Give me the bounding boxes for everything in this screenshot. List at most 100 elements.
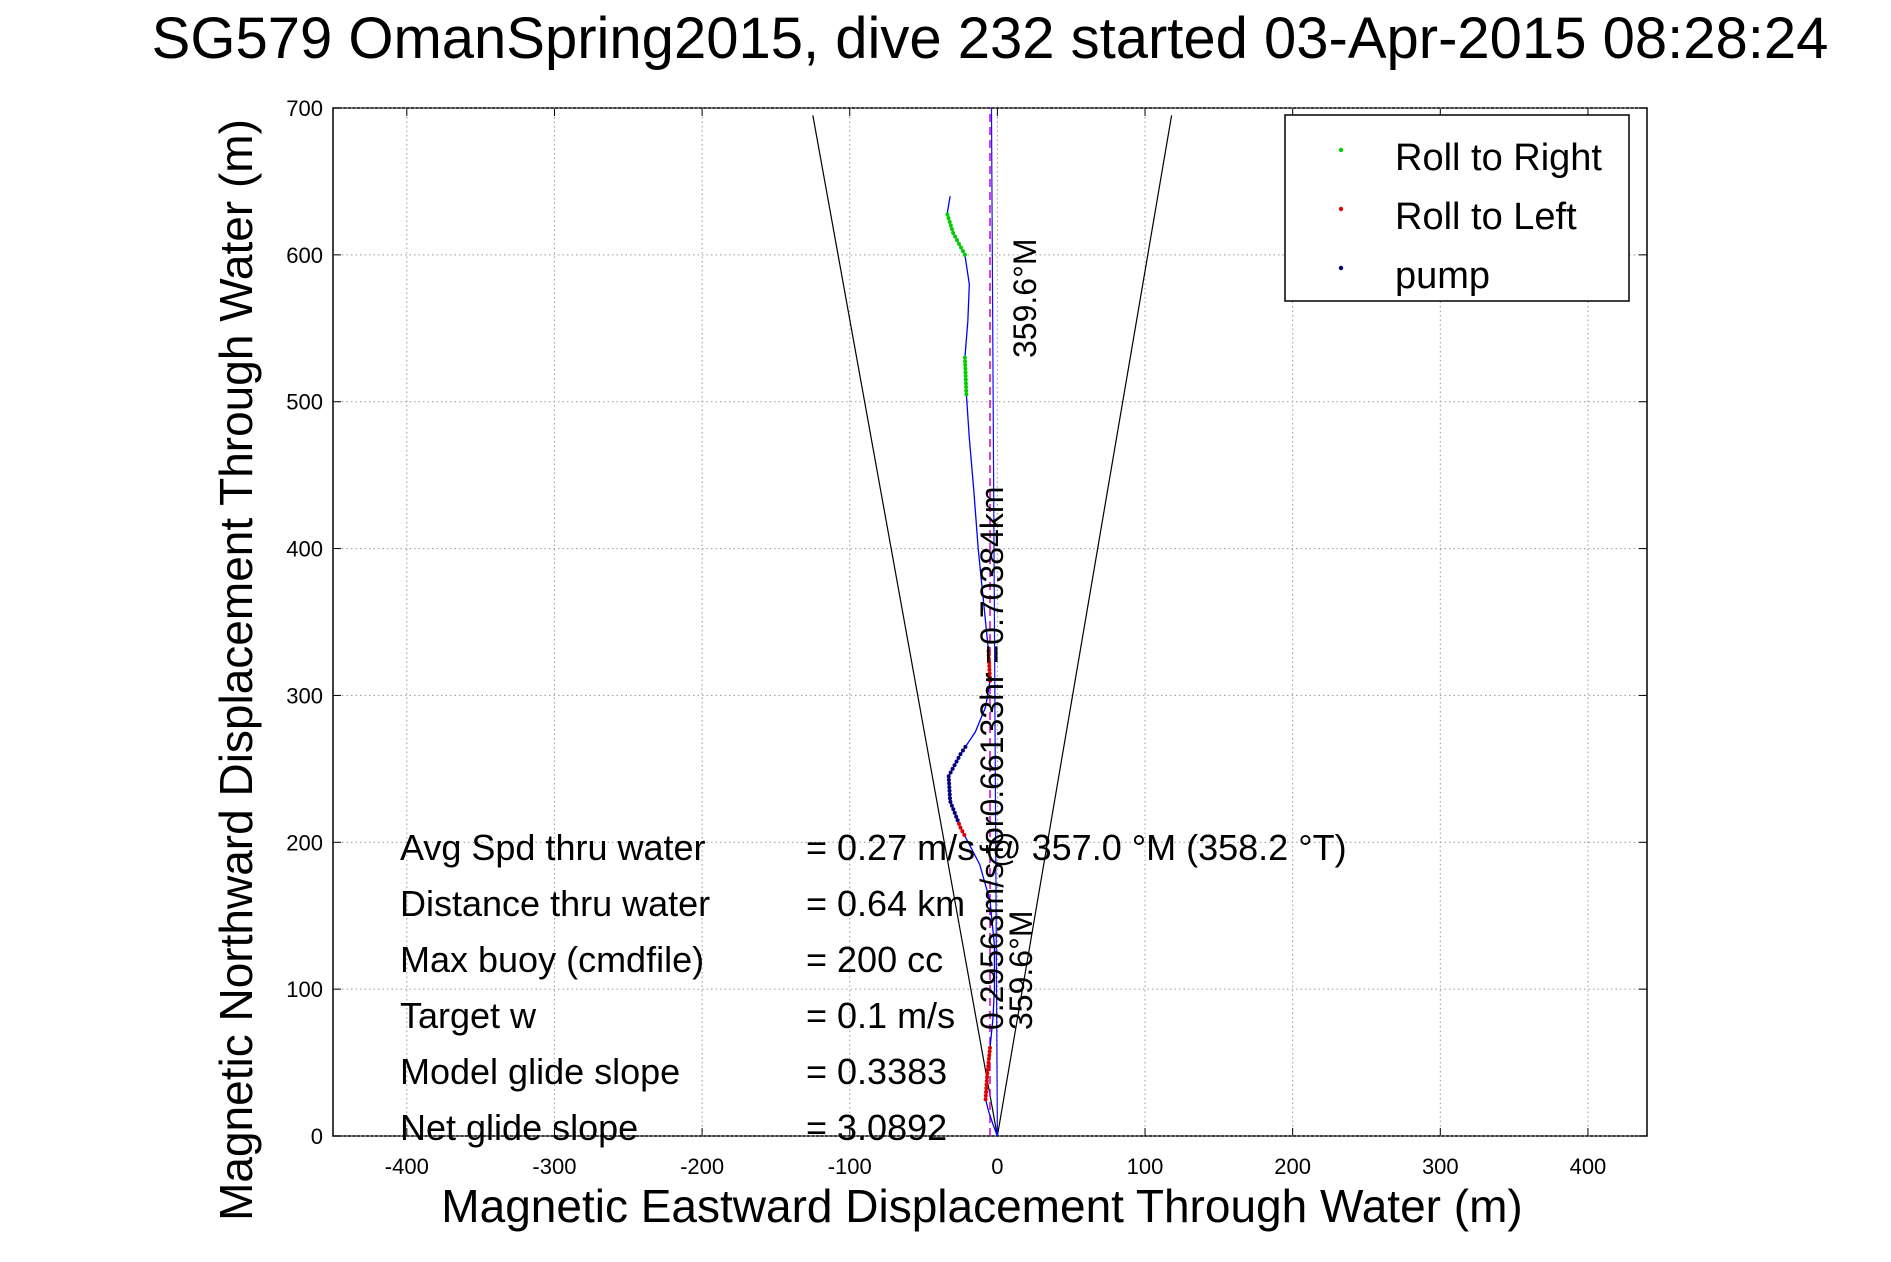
pump-marker <box>947 796 952 801</box>
roll-left-marker <box>962 832 967 837</box>
cone-line <box>812 115 998 1137</box>
roll-right-marker <box>949 227 954 232</box>
roll-right-marker <box>963 374 968 379</box>
pump-marker <box>952 763 957 768</box>
pump-marker <box>955 818 960 823</box>
roll-right-marker <box>946 216 951 221</box>
pump-marker <box>948 799 953 804</box>
legend-marker-roll-right <box>1338 147 1344 153</box>
roll-left-marker <box>987 675 992 680</box>
x-tick-label: 100 <box>1127 1154 1164 1179</box>
x-tick-label: -200 <box>680 1154 724 1179</box>
x-tick-label: 400 <box>1570 1154 1607 1179</box>
y-tick-label: 0 <box>311 1124 323 1149</box>
pump-marker <box>947 781 952 786</box>
roll-left-marker <box>988 1045 992 1050</box>
legend-marker-roll-left <box>1338 206 1344 212</box>
stats-value: = 3.0892 <box>806 1107 947 1148</box>
roll-left-marker <box>987 1053 992 1058</box>
pump-marker <box>963 744 968 749</box>
x-tick-label: -100 <box>828 1154 872 1179</box>
stats-label: Net glide slope <box>400 1107 638 1148</box>
y-tick-label: 500 <box>286 390 323 415</box>
roll-left-marker <box>986 1060 991 1065</box>
stats-value: = 200 cc <box>806 939 943 980</box>
speed-annotation: 0.29563m/s for0.66133hr =0.70384km <box>974 487 1010 1030</box>
roll-right-marker <box>962 252 967 257</box>
pump-marker <box>952 810 957 815</box>
pump-marker <box>950 766 955 771</box>
stats-label: Distance thru water <box>400 883 710 924</box>
roll-right-marker <box>960 249 965 254</box>
x-tick-label: -300 <box>532 1154 576 1179</box>
chart-title: SG579 OmanSpring2015, dive 232 started 0… <box>152 6 1829 71</box>
stats-value: = 0.1 m/s <box>806 995 955 1036</box>
roll-right-marker <box>963 381 968 386</box>
y-tick-label: 200 <box>286 830 323 855</box>
roll-left-marker <box>983 1093 988 1098</box>
x-axis-label: Magnetic Eastward Displacement Through W… <box>441 1180 1522 1232</box>
pump-marker <box>956 755 961 760</box>
roll-left-marker <box>987 671 992 676</box>
pump-marker <box>946 777 951 782</box>
roll-right-marker <box>963 370 968 375</box>
roll-left-marker <box>988 678 992 683</box>
roll-left-marker <box>985 1075 990 1080</box>
x-tick-label: 200 <box>1274 1154 1311 1179</box>
direct-line <box>990 107 998 1137</box>
track-lines <box>812 107 1173 1137</box>
roll-left-marker <box>984 1089 989 1094</box>
roll-right-marker <box>951 230 956 235</box>
pump-marker <box>960 748 965 753</box>
y-tick-label: 100 <box>286 977 323 1002</box>
roll-right-marker <box>963 359 968 364</box>
y-tick-label: 600 <box>286 243 323 268</box>
roll-right-marker <box>964 385 969 390</box>
stats-label: Avg Spd thru water <box>400 827 706 868</box>
pump-marker <box>954 759 959 764</box>
roll-left-marker <box>984 1078 989 1083</box>
heading-annotation-top: 359.6°M <box>1007 238 1043 358</box>
pump-marker <box>947 788 952 793</box>
roll-left-marker <box>986 1056 991 1061</box>
pump-marker <box>947 792 952 797</box>
roll-left-marker <box>958 825 963 830</box>
stats-value: = 0.3383 <box>806 1051 947 1092</box>
roll-left-marker <box>984 1086 989 1091</box>
roll-left-marker <box>985 1071 990 1076</box>
roll-left-marker <box>986 1064 991 1069</box>
roll-right-marker <box>945 212 950 217</box>
pump-marker <box>958 752 963 757</box>
cone-line <box>996 115 1173 1137</box>
stats-value: = 0.27 m/s @ 357.0 °M (358.2 °T) <box>806 827 1347 868</box>
pump-marker <box>947 785 952 790</box>
roll-right-marker <box>953 234 958 239</box>
stats-label: Model glide slope <box>400 1051 680 1092</box>
roll-right-marker <box>962 355 967 360</box>
legend-label-pump: pump <box>1395 255 1490 297</box>
tick-labels: -400 -300 -200 -100 0 100 200 300 400 0 100 200 300 4… <box>286 96 1606 1179</box>
roll-left-marker <box>960 829 965 834</box>
roll-left-marker <box>987 660 992 665</box>
x-tick-label: -400 <box>385 1154 429 1179</box>
roll-right-marker <box>963 363 968 367</box>
pump-marker <box>946 774 951 779</box>
roll-left-marker <box>957 821 962 826</box>
roll-left-marker <box>987 664 992 669</box>
pump-marker <box>951 807 956 812</box>
pump-marker <box>949 803 954 808</box>
y-tick-label: 300 <box>286 683 323 708</box>
stats-block: Avg Spd thru water = 0.27 m/s @ 357.0 °M … <box>400 827 1347 1148</box>
roll-right-marker <box>948 223 953 228</box>
pump-marker <box>954 814 959 819</box>
roll-left-marker <box>986 653 991 658</box>
track-markers <box>945 212 992 1102</box>
roll-left-marker <box>986 656 991 661</box>
y-tick-label: 700 <box>286 96 323 121</box>
legend-marker-pump <box>1338 265 1344 271</box>
roll-right-marker <box>964 388 969 393</box>
roll-right-marker <box>958 245 963 250</box>
pump-marker <box>948 770 953 775</box>
heading-annotation-bottom: 359.6°M <box>1003 910 1039 1030</box>
